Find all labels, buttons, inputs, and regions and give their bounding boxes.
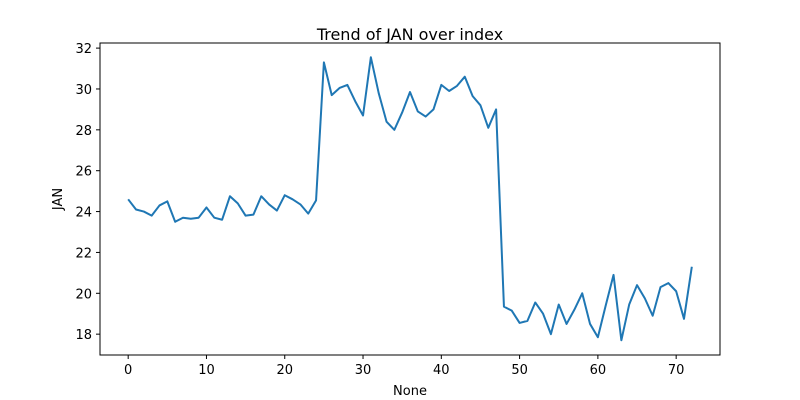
y-tick-label: 30 [75,83,92,98]
chart-title: Trend of JAN over index [316,25,503,44]
y-axis-label: JAN [51,188,66,211]
y-tick-label: 20 [75,287,92,302]
x-tick-label: 50 [511,363,528,378]
x-tick-label: 70 [668,363,685,378]
y-tick-label: 18 [75,328,92,343]
y-tick-label: 26 [75,165,92,180]
y-tick-label: 22 [75,246,92,261]
x-tick-label: 10 [198,363,215,378]
x-tick-label: 40 [433,363,450,378]
x-tick-label: 20 [276,363,293,378]
x-axis: 0 10 20 30 40 50 60 70 [124,355,684,378]
plot-area [127,56,693,342]
x-tick-label: 30 [355,363,372,378]
plot-frame [99,42,721,356]
y-tick-label: 32 [75,42,92,57]
y-tick-label: 28 [75,124,92,139]
y-tick-label: 24 [75,206,92,221]
series-line-0 [127,56,693,342]
x-axis-label: None [393,384,427,399]
x-tick-label: 0 [124,363,132,378]
y-axis: 18 20 22 24 26 28 30 32 [75,42,100,343]
x-tick-label: 60 [590,363,607,378]
